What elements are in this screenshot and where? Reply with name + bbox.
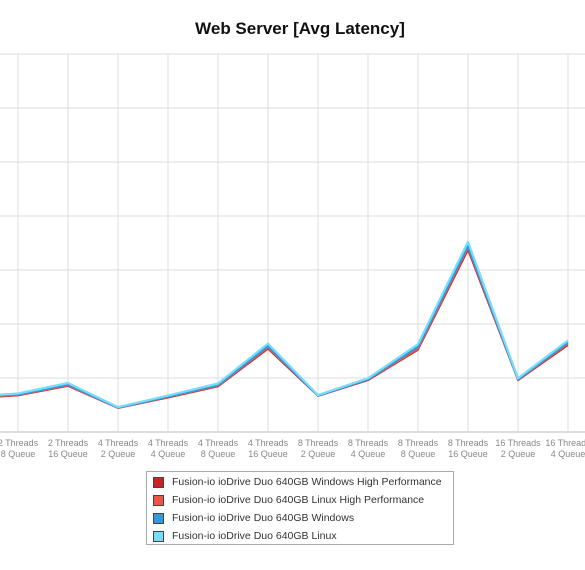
legend-label: Fusion-io ioDrive Duo 640GB Linux High P…: [172, 494, 425, 506]
legend-item: Fusion-io ioDrive Duo 640GB Windows High…: [153, 474, 442, 490]
series-lines: [0, 240, 569, 410]
x-tick-label: 8 Threads: [448, 438, 489, 448]
legend-label: Fusion-io ioDrive Duo 640GB Windows: [172, 512, 355, 524]
series-line-4: [0, 240, 569, 409]
x-tick-label: 4 Queue: [351, 449, 386, 459]
legend-label: Fusion-io ioDrive Duo 640GB Windows High…: [172, 476, 442, 488]
x-tick-label: 8 Threads: [348, 438, 389, 448]
legend-swatch: [153, 530, 164, 542]
x-tick-label: 2 Threads: [0, 438, 39, 448]
legend-item: Fusion-io ioDrive Duo 640GB Windows: [153, 510, 354, 526]
x-tick-label: 8 Queue: [1, 449, 36, 459]
x-tick-label: 2 Queue: [301, 449, 336, 459]
x-tick-label: 4 Threads: [98, 438, 139, 448]
legend-item: Fusion-io ioDrive Duo 640GB Linux High P…: [153, 492, 424, 508]
x-tick-label: 8 Queue: [201, 449, 236, 459]
x-tick-label: 2 Threads: [48, 438, 89, 448]
series-line-2: [0, 247, 569, 410]
x-tick-label: 8 Threads: [398, 438, 439, 448]
chart-legend: Fusion-io ioDrive Duo 640GB Windows High…: [146, 471, 454, 545]
x-tick-label: 8 Queue: [401, 449, 436, 459]
x-tick-label: 2 Queue: [101, 449, 136, 459]
x-tick-label: 4 Threads: [198, 438, 239, 448]
x-tick-label: 4 Queue: [551, 449, 585, 459]
x-tick-label: 4 Threads: [248, 438, 289, 448]
x-tick-label: 4 Threads: [148, 438, 189, 448]
x-tick-label: 2 Queue: [501, 449, 536, 459]
x-tick-label: 16 Threads: [545, 438, 585, 448]
x-tick-label: 16 Queue: [448, 449, 488, 459]
series-line-1: [0, 249, 569, 410]
legend-item: Fusion-io ioDrive Duo 640GB Linux: [153, 528, 337, 544]
legend-swatch: [153, 512, 164, 524]
legend-label: Fusion-io ioDrive Duo 640GB Linux: [172, 530, 337, 542]
legend-swatch: [153, 476, 164, 488]
legend-swatch: [153, 494, 164, 506]
x-tick-label: 16 Threads: [495, 438, 541, 448]
x-tick-label: 16 Queue: [48, 449, 88, 459]
chart-title: Web Server [Avg Latency]: [195, 19, 405, 38]
x-tick-label: 4 Queue: [151, 449, 186, 459]
series-line-3: [0, 244, 569, 409]
x-tick-label: 16 Queue: [248, 449, 288, 459]
grid-lines: [0, 53, 585, 433]
x-tick-label: 8 Threads: [298, 438, 339, 448]
